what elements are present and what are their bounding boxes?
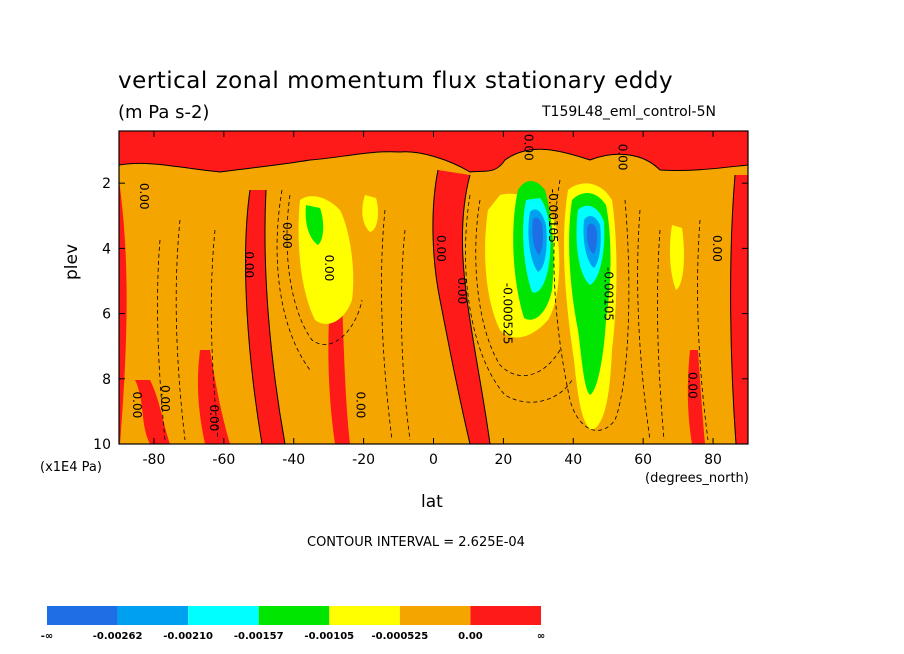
chart-units: (m Pa s-2) xyxy=(118,102,210,123)
contour-label: 0.00 xyxy=(158,385,172,412)
contour-label: -0.000525 xyxy=(500,283,514,345)
contour-label: 0.00 xyxy=(616,144,630,171)
colorbar-swatch xyxy=(117,606,189,625)
field-background xyxy=(119,131,748,444)
colorbar-label: -0.00105 xyxy=(304,631,354,642)
x-axis-label: lat xyxy=(421,492,443,512)
x-tick-label: 0 xyxy=(429,452,438,468)
colorbar-label: -0.00157 xyxy=(234,631,284,642)
colorbar-swatch xyxy=(47,606,118,625)
x-tick-label: -20 xyxy=(352,452,375,468)
contour-interval: CONTOUR INTERVAL = 2.625E-04 xyxy=(307,535,525,550)
colorbar-label: -∞ xyxy=(41,631,53,642)
y-tick-label: 10 xyxy=(93,437,111,453)
contour-label: 0.00 xyxy=(455,277,469,304)
contour-label: 0.00 xyxy=(710,235,724,262)
contour-label: 0.00 xyxy=(280,222,294,249)
colorbar-label: -0.00262 xyxy=(93,631,143,642)
x-tick-label: -40 xyxy=(282,452,305,468)
dashed-contours xyxy=(157,179,709,441)
x-axis-unit: (degrees_north) xyxy=(645,471,749,486)
colorbar-label: 0.00 xyxy=(458,631,483,642)
colorbar-swatch xyxy=(258,606,330,625)
colorbar-label: -0.000525 xyxy=(372,631,429,642)
colorbar-swatch xyxy=(188,606,259,625)
x-tick-label: -60 xyxy=(212,452,235,468)
contour-label: 0.00 xyxy=(242,251,256,278)
y-tick-label: 6 xyxy=(102,307,111,323)
blue-regions xyxy=(528,209,601,272)
colorbar-label: ∞ xyxy=(537,631,545,642)
x-tick-label: 60 xyxy=(634,452,652,468)
contour-label: -0.00105 xyxy=(546,189,560,243)
contour-label: 0.00 xyxy=(207,405,221,432)
contour-labels: 0.00 0.00 0.00 0.00 0.00 0.00 0.00 0.00 0.00 0.00… xyxy=(130,134,724,431)
contour-label: 0.00 xyxy=(354,392,368,419)
contour-label: 0.00 xyxy=(137,183,151,210)
contour-label: 0.00 xyxy=(686,372,700,399)
colorbar-swatch xyxy=(329,606,400,625)
y-ticks: 2 4 6 8 10 xyxy=(93,176,748,453)
y-tick-label: 2 xyxy=(102,176,111,192)
contour-label: 0.00 xyxy=(322,255,336,282)
contour-label: 0.00 xyxy=(521,134,535,161)
contour-label: 0.00 xyxy=(434,235,448,262)
x-tick-label: 20 xyxy=(494,452,512,468)
y-tick-label: 4 xyxy=(102,241,111,257)
x-tick-label: 40 xyxy=(564,452,582,468)
y-tick-label: 8 xyxy=(102,372,111,388)
x-tick-label: -80 xyxy=(143,452,166,468)
zero-contours xyxy=(119,148,748,444)
x-ticks: -80 -60 -40 -20 0 20 40 60 80 xyxy=(143,131,722,468)
contour-label: -0.00105 xyxy=(602,267,616,321)
x-tick-label: 80 xyxy=(704,452,722,468)
contour-label: 0.00 xyxy=(130,392,144,419)
colorbar: -∞ -0.00262 -0.00210 -0.00157 -0.00105 -0.000… xyxy=(41,606,545,642)
colorbar-swatch xyxy=(399,606,471,625)
plot-area xyxy=(119,131,748,444)
run-label: T159L48_eml_control-5N xyxy=(542,104,716,120)
chart-title: vertical zonal momentum flux stationary … xyxy=(118,68,674,94)
colorbar-label: -0.00210 xyxy=(163,631,213,642)
y-axis-unit: (x1E4 Pa) xyxy=(40,460,102,475)
colorbar-swatch xyxy=(470,606,541,625)
